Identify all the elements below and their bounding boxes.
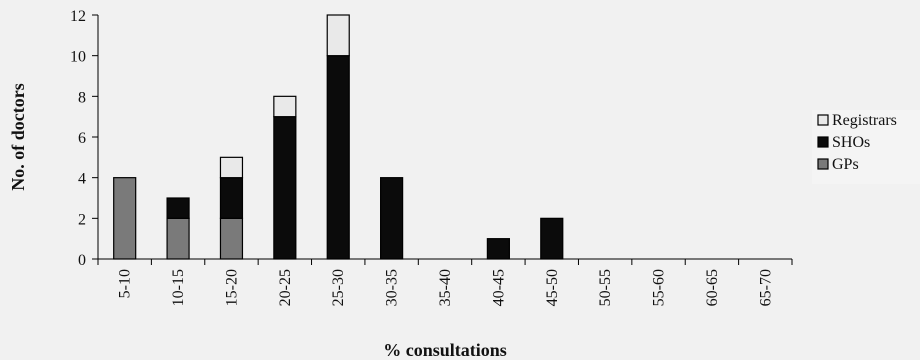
x-tick-label-5-10: 5-10 [117,269,134,298]
legend: Registrars SHOs GPs [812,110,920,184]
bar-gps-10-15 [166,217,190,260]
legend-swatch-registrars [817,114,829,126]
x-tick-label-60-65: 60-65 [704,269,721,306]
y-axis-title: No. of doctors [8,83,28,190]
x-tick-label-45-50: 45-50 [544,269,561,306]
x-tick-label-20-25: 20-25 [277,269,294,306]
legend-background [812,110,920,184]
bar-shos-40-45 [486,238,510,260]
bar-shos-30-35 [380,177,404,260]
x-tick-label-35-40: 35-40 [437,269,454,306]
y-tick-label-4: 4 [78,171,86,188]
y-tick-label-2: 2 [78,211,86,228]
x-tick-label-55-60: 55-60 [651,269,668,306]
x-tick-label-30-35: 30-35 [384,269,401,306]
bar-shos-10-15 [166,197,190,219]
bars-layer [113,14,564,260]
y-axis-title-group: No. of doctors [8,83,28,190]
axes-layer: 0 2 4 6 8 10 12 5-10 10-15 15-20 20-25 25-30 30-35 35… [70,8,793,306]
x-tick-label-10-15: 10-15 [170,269,187,306]
legend-swatch-gps [817,158,829,170]
x-axis-title: % consultations [383,340,507,360]
y-tick-label-10: 10 [70,49,86,66]
x-tick-label-25-30: 25-30 [330,269,347,306]
bar-gps-15-20 [219,217,244,260]
bar-registrars-15-20 [219,156,244,179]
y-tick-label-6: 6 [78,130,86,147]
x-tick-label-65-70: 65-70 [757,269,774,306]
bar-registrars-20-25 [273,95,297,118]
bar-shos-20-25 [273,116,297,260]
x-tick-label-50-55: 50-55 [597,269,614,306]
y-tick-label-8: 8 [78,89,86,106]
legend-swatch-shos [817,136,829,148]
x-tick-label-15-20: 15-20 [223,269,240,306]
bar-registrars-25-30 [326,14,350,57]
x-tick-label-40-45: 40-45 [490,269,507,306]
legend-label-registrars: Registrars [832,112,897,129]
legend-label-shos: SHOs [832,134,870,151]
bar-shos-15-20 [219,177,244,219]
bar-shos-45-50 [540,217,564,260]
bar-shos-25-30 [326,55,350,260]
legend-label-gps: GPs [832,156,859,173]
y-tick-label-12: 12 [70,8,86,25]
y-tick-label-0: 0 [78,252,86,269]
bar-gps-5-10 [113,177,137,260]
